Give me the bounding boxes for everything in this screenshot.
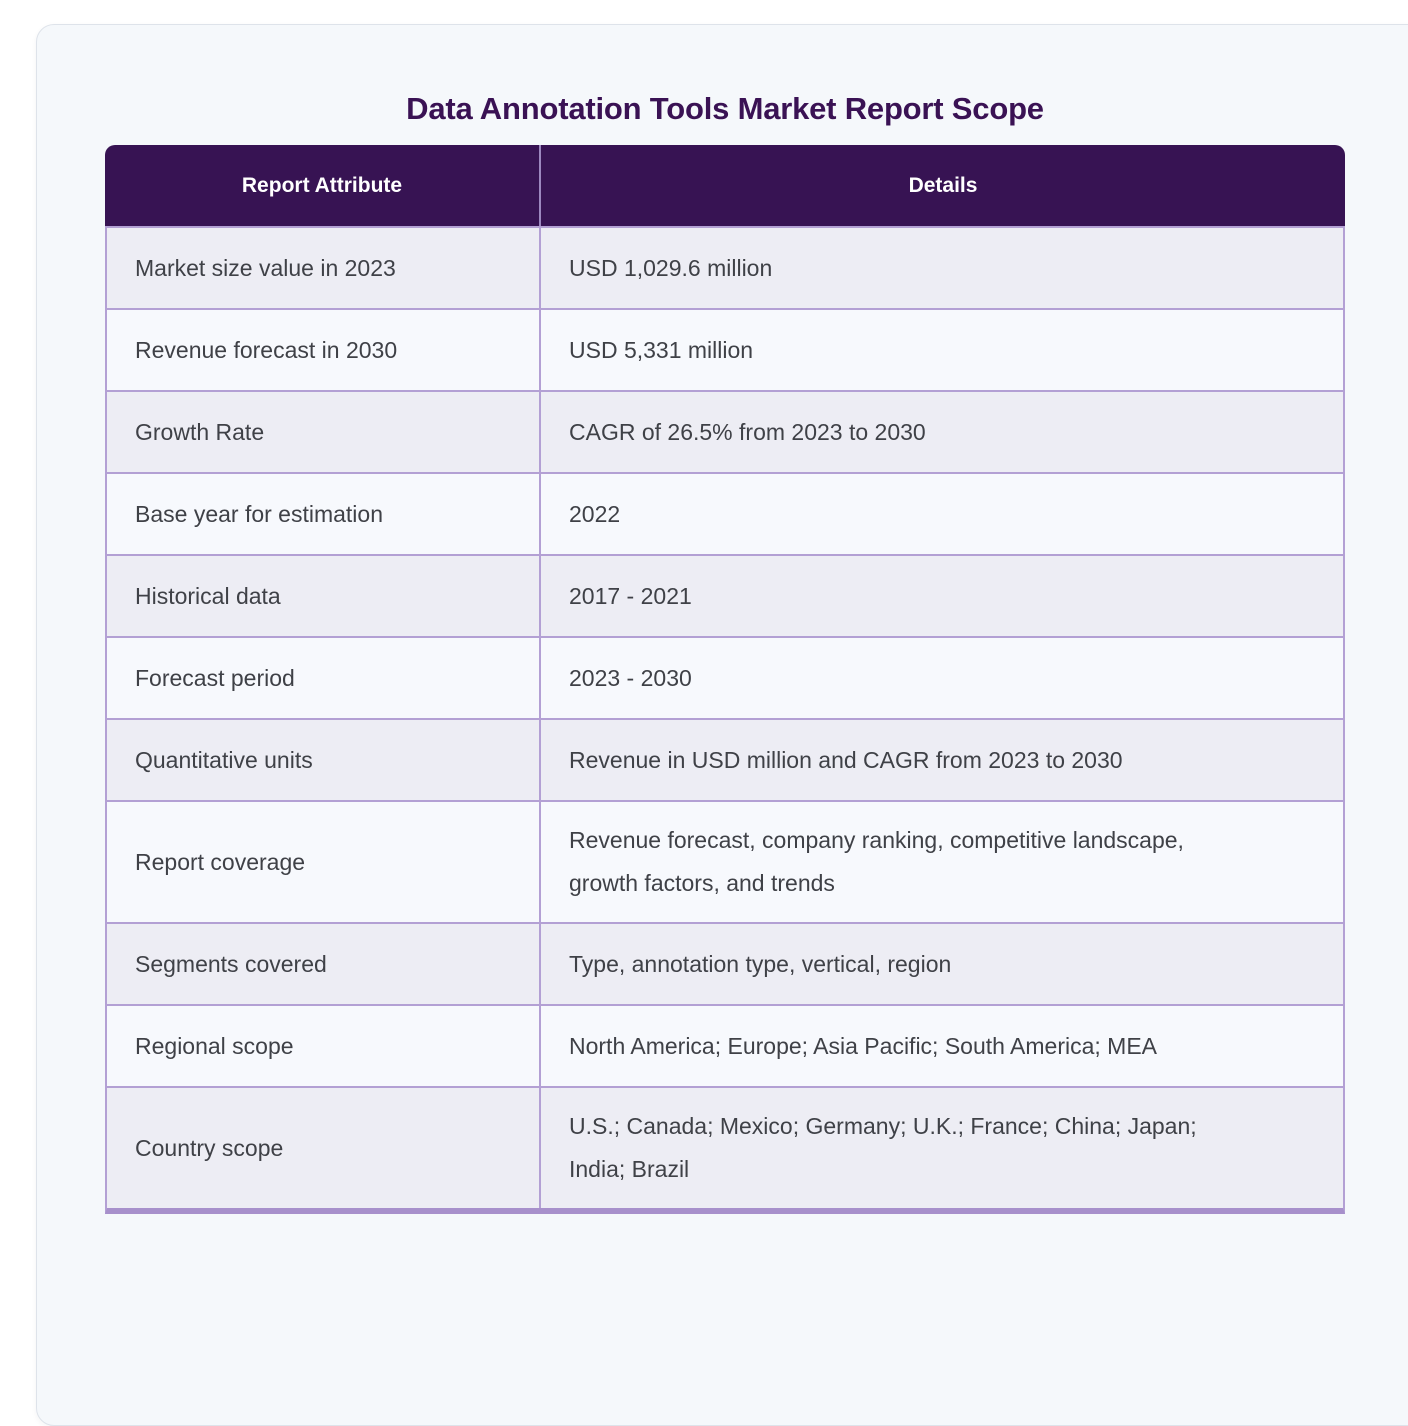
table-row: Forecast period 2023 - 2030 <box>107 636 1343 718</box>
table-body: Market size value in 2023 USD 1,029.6 mi… <box>105 226 1345 1214</box>
details-cell: U.S.; Canada; Mexico; Germany; U.K.; Fra… <box>569 1113 1197 1182</box>
attribute-cell: Country scope <box>107 1088 541 1208</box>
table-row: Regional scope North America; Europe; As… <box>107 1004 1343 1086</box>
attribute-cell: Base year for estimation <box>107 474 541 554</box>
details-cell: Revenue in USD million and CAGR from 202… <box>569 746 1123 773</box>
attribute-cell: Forecast period <box>107 638 541 718</box>
attribute-cell: Growth Rate <box>107 392 541 472</box>
table-row: Quantitative units Revenue in USD millio… <box>107 718 1343 800</box>
table-row: Report coverage Revenue forecast, compan… <box>107 800 1343 922</box>
table-header-row: Report Attribute Details <box>105 145 1345 226</box>
details-cell: Revenue forecast, company ranking, compe… <box>569 827 1184 896</box>
table-row: Segments covered Type, annotation type, … <box>107 922 1343 1004</box>
header-report-attribute: Report Attribute <box>105 145 541 226</box>
attribute-cell: Market size value in 2023 <box>107 228 541 308</box>
details-cell: USD 1,029.6 million <box>569 254 773 281</box>
attribute-cell: Historical data <box>107 556 541 636</box>
attribute-cell: Quantitative units <box>107 720 541 800</box>
details-cell: Type, annotation type, vertical, region <box>569 950 952 977</box>
attribute-cell: Revenue forecast in 2030 <box>107 310 541 390</box>
table-row: Revenue forecast in 2030 USD 5,331 milli… <box>107 308 1343 390</box>
table-row: Country scope U.S.; Canada; Mexico; Germ… <box>107 1086 1343 1208</box>
table-row: Growth Rate CAGR of 26.5% from 2023 to 2… <box>107 390 1343 472</box>
report-scope-table: Report Attribute Details Market size val… <box>105 145 1345 1214</box>
header-details: Details <box>908 173 978 197</box>
details-cell: 2022 <box>569 500 621 527</box>
details-cell: North America; Europe; Asia Pacific; Sou… <box>569 1032 1158 1059</box>
details-cell: 2023 - 2030 <box>569 664 692 691</box>
attribute-cell: Segments covered <box>107 924 541 1004</box>
table-row: Historical data 2017 - 2021 <box>107 554 1343 636</box>
page-title: Data Annotation Tools Market Report Scop… <box>406 90 1044 126</box>
details-cell: CAGR of 26.5% from 2023 to 2030 <box>569 418 926 445</box>
details-cell: USD 5,331 million <box>569 336 754 363</box>
table-row: Base year for estimation 2022 <box>107 472 1343 554</box>
table-row: Market size value in 2023 USD 1,029.6 mi… <box>107 226 1343 308</box>
attribute-cell: Report coverage <box>107 802 541 922</box>
attribute-cell: Regional scope <box>107 1006 541 1086</box>
details-cell: 2017 - 2021 <box>569 582 692 609</box>
